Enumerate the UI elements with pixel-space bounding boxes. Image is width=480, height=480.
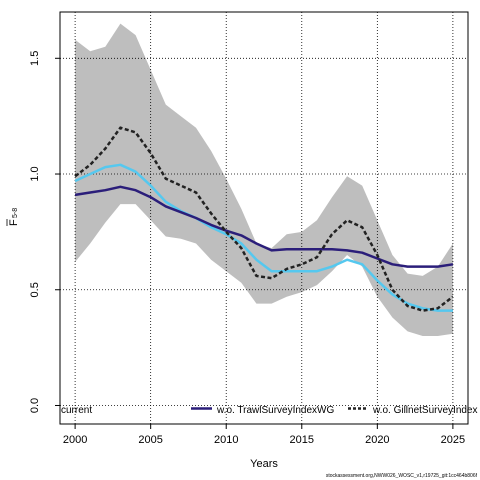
y-axis-title-main: F [8, 219, 20, 226]
x-tick-label-2000: 2000 [63, 434, 87, 446]
x-axis: 2000 2005 2010 2015 2020 2025 [63, 424, 465, 446]
y-tick-label-1: 0.5 [29, 282, 41, 297]
footnote: stockassessment.org,NWW026_WOSC_v1,r1972… [326, 473, 478, 479]
y-tick-label-0: 0.0 [29, 398, 41, 413]
x-tick-label-2025: 2025 [441, 434, 465, 446]
x-tick-label-2015: 2015 [290, 434, 314, 446]
x-axis-title: Years [250, 458, 278, 470]
series-line-2 [74, 126, 454, 312]
x-tick-label-2010: 2010 [214, 434, 238, 446]
legend-label-current: current [61, 405, 92, 416]
series-line-0 [74, 163, 453, 312]
y-axis: 0.0 0.5 1.0 1.5 [29, 51, 60, 413]
series-line-1 [74, 185, 454, 268]
y-tick-label-2: 1.0 [29, 166, 41, 181]
grid-layer [60, 12, 468, 424]
legend-label-gillnet: w.o. GillnetSurveyIndex [372, 405, 478, 416]
y-axis-title-subscript: 5-8 [12, 208, 19, 218]
y-axis-title: F 5-8 [6, 208, 20, 226]
plot-frame [59, 11, 469, 425]
confidence-band [75, 23, 453, 336]
y-tick-label-3: 1.5 [29, 51, 41, 66]
legend-label-trawl: w.o. TrawlSurveyIndexWG [216, 405, 334, 416]
x-tick-label-2005: 2005 [138, 434, 162, 446]
x-tick-label-2020: 2020 [365, 434, 389, 446]
series-layer [74, 126, 454, 312]
confidence-band-layer [75, 23, 453, 336]
legend: current w.o. TrawlSurveyIndexWG w.o. Gil… [61, 405, 478, 416]
